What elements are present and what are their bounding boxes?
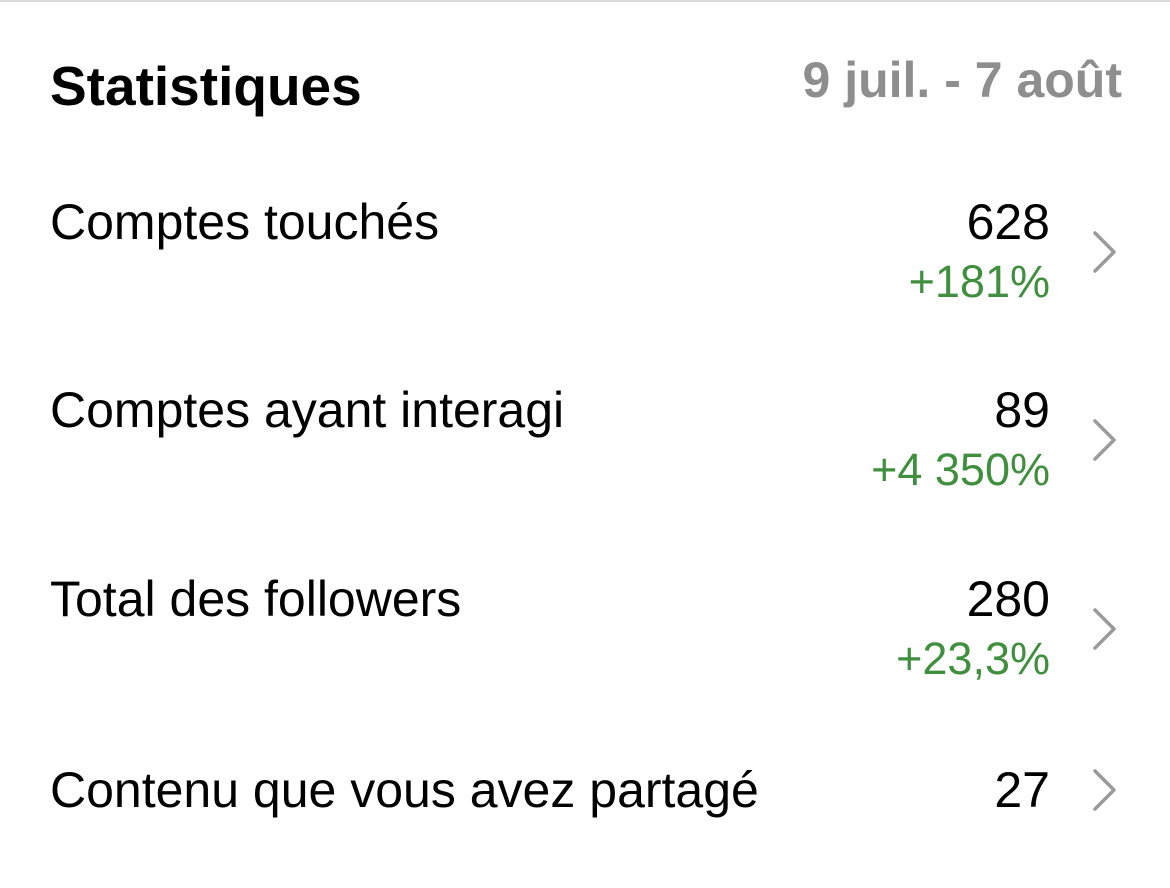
stat-label: Contenu que vous avez partagé xyxy=(50,762,759,818)
stat-label: Comptes touchés xyxy=(50,194,440,250)
stat-change: +4 350% xyxy=(871,444,1050,495)
chevron-right-icon xyxy=(1092,230,1118,274)
chevron-right-icon xyxy=(1092,607,1118,651)
stat-value: 27 xyxy=(994,762,1050,818)
stat-row-total-followers[interactable]: Total des followers 280 +23,3% xyxy=(0,569,1170,719)
statistics-header: Statistiques 9 juil. - 7 août xyxy=(50,50,1122,117)
stat-row-accounts-engaged[interactable]: Comptes ayant interagi 89 +4 350% xyxy=(0,380,1170,530)
stat-change: +23,3% xyxy=(896,633,1050,684)
date-range[interactable]: 9 juil. - 7 août xyxy=(802,52,1122,108)
stat-row-content-shared[interactable]: Contenu que vous avez partagé 27 xyxy=(0,758,1170,838)
stat-value: 280 xyxy=(966,571,1050,627)
stat-label: Comptes ayant interagi xyxy=(50,382,565,438)
chevron-right-icon xyxy=(1092,768,1118,812)
stat-value: 89 xyxy=(994,382,1050,438)
stat-row-accounts-reached[interactable]: Comptes touchés 628 +181% xyxy=(0,190,1170,340)
stat-value: 628 xyxy=(966,194,1050,250)
stat-label: Total des followers xyxy=(50,571,462,627)
page-title: Statistiques xyxy=(50,55,362,117)
chevron-right-icon xyxy=(1092,418,1118,462)
stat-change: +181% xyxy=(908,256,1050,307)
top-divider xyxy=(0,0,1170,2)
